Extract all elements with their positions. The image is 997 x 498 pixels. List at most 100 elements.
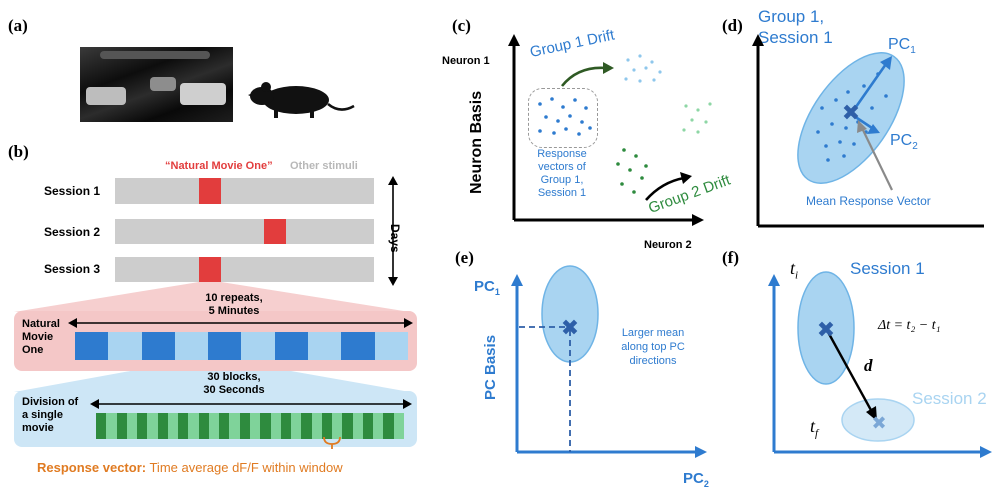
movie-repeat-segment — [308, 332, 342, 360]
response-note-line-3: Group 1, — [540, 174, 584, 186]
movie-block-segment — [373, 413, 384, 439]
movie-block-segment — [239, 413, 250, 439]
movie-repeat-segment — [108, 332, 142, 360]
e-pc2-sub: 2 — [703, 479, 709, 489]
e-note-line-2: along top PC — [621, 341, 685, 353]
session-axes — [768, 274, 992, 458]
movie-block-segment — [362, 413, 374, 439]
movie-block-segment — [342, 413, 353, 439]
movie-block-segment — [229, 413, 240, 439]
response-note-line-2: vectors of — [538, 161, 586, 173]
division-label: Division of a single movie — [22, 396, 78, 435]
pc1-text: PC — [888, 36, 911, 53]
response-note-line-4: Session 1 — [537, 187, 587, 199]
tf-label: tf — [810, 416, 818, 440]
d-title-line-1: Group 1, — [758, 7, 825, 26]
movie-block-segment — [157, 413, 168, 439]
movie-block-segment — [301, 413, 312, 439]
response-vector-bold: Response vector: — [37, 460, 147, 475]
pc-basis-axes — [511, 274, 707, 458]
pc1-label-d: PC1 — [888, 36, 916, 56]
pc2-label-d: PC2 — [890, 132, 918, 152]
ti-sub: i — [795, 269, 799, 282]
session-3-label: Session 3 — [44, 262, 101, 276]
division-line-2: a single — [22, 409, 63, 421]
group1-session1-box — [528, 88, 598, 148]
blocks-line-2: 30 Seconds — [203, 384, 265, 396]
movie-block-segment — [219, 413, 230, 439]
session-3-movie-block — [199, 257, 221, 282]
movie-block-segment — [270, 413, 281, 439]
panel-label-d: (d) — [722, 16, 743, 35]
pc2-text: PC — [890, 132, 913, 149]
movie-block-segment — [137, 413, 148, 439]
days-arrow — [388, 176, 398, 286]
nmo-line-1: Natural — [22, 318, 60, 330]
movie-repeat-segment — [141, 332, 175, 360]
panel-label-c: (c) — [452, 16, 471, 35]
e-pc2-text: PC — [683, 470, 704, 487]
session-3-bar — [115, 257, 374, 282]
tf-text: t — [810, 416, 816, 436]
blocks-line-1: 30 blocks, — [207, 371, 261, 383]
movie-block-segment — [249, 413, 261, 439]
movie-repeat-segment — [241, 332, 275, 360]
ti-text: t — [790, 258, 796, 278]
group1-session1-title: Group 1, Session 1 — [758, 6, 833, 48]
repeats-line-2: 5 Minutes — [208, 305, 260, 317]
panel-label-a: (a) — [8, 16, 28, 35]
movie-frame-image — [80, 47, 233, 122]
e-pc1-text: PC — [474, 278, 495, 295]
natural-movie-one-label: Natural Movie One — [22, 318, 60, 357]
response-vector-caption: Response vector: Time average dF/F withi… — [37, 460, 343, 475]
delta-t-equation: Δt = t₂ − t₁ — [878, 318, 941, 333]
movie-block-segment — [126, 413, 138, 439]
tf-sub: f — [815, 427, 819, 440]
session-1-label: Session 1 — [44, 184, 101, 198]
movie-block-segment — [188, 413, 199, 439]
e-note-line-1: Larger mean — [621, 327, 685, 339]
session-2-movie-block — [264, 219, 286, 244]
movie-block-segment — [167, 413, 179, 439]
movie-block-segment — [106, 413, 117, 439]
pc1-label-e: PC1 — [474, 278, 500, 297]
division-line-1: Division of — [22, 396, 79, 408]
natural-movie-label: “Natural Movie One” — [165, 160, 273, 172]
movie-repeat-segment — [174, 332, 209, 360]
session-1-ellipse-label: Session 1 — [850, 259, 925, 278]
svg-text:✖: ✖ — [561, 316, 579, 341]
pc2-sub: 2 — [912, 141, 918, 153]
mean-response-vector-label: Mean Response Vector — [806, 194, 931, 208]
repeats-line-1: 10 repeats, — [205, 292, 263, 304]
repeats-span-arrow — [68, 318, 413, 328]
neuron-1-label: Neuron 1 — [442, 55, 490, 67]
movie-repeats-strip — [75, 332, 408, 360]
larger-mean-note: Larger mean along top PC directions — [612, 326, 694, 368]
other-stimuli-label: Other stimuli — [290, 160, 358, 172]
movie-block-segment — [291, 413, 302, 439]
movie-block-segment — [393, 413, 404, 439]
mouse-icon — [248, 82, 355, 118]
movie-block-segment — [147, 413, 158, 439]
svg-text:✖: ✖ — [842, 101, 860, 126]
neuron-2-label: Neuron 2 — [644, 239, 692, 251]
session-1-bar — [115, 178, 374, 204]
movie-block-segment — [198, 413, 209, 439]
division-line-3: movie — [22, 422, 54, 434]
movie-block-segment — [96, 413, 107, 439]
panel-label-f: (f) — [722, 248, 739, 267]
movie-blocks-strip — [96, 413, 404, 439]
session-1-movie-block — [199, 178, 221, 204]
movie-block-segment — [352, 413, 363, 439]
session-2-ellipse-label: Session 2 — [912, 389, 987, 408]
nmo-line-2: Movie — [22, 331, 54, 343]
movie-repeat-segment — [208, 332, 242, 360]
panel-label-b: (b) — [8, 142, 29, 161]
ti-label: ti — [790, 258, 798, 282]
movie-block-segment — [260, 413, 271, 439]
e-note-line-3: directions — [629, 355, 677, 367]
pc1-sub: 1 — [910, 45, 916, 57]
